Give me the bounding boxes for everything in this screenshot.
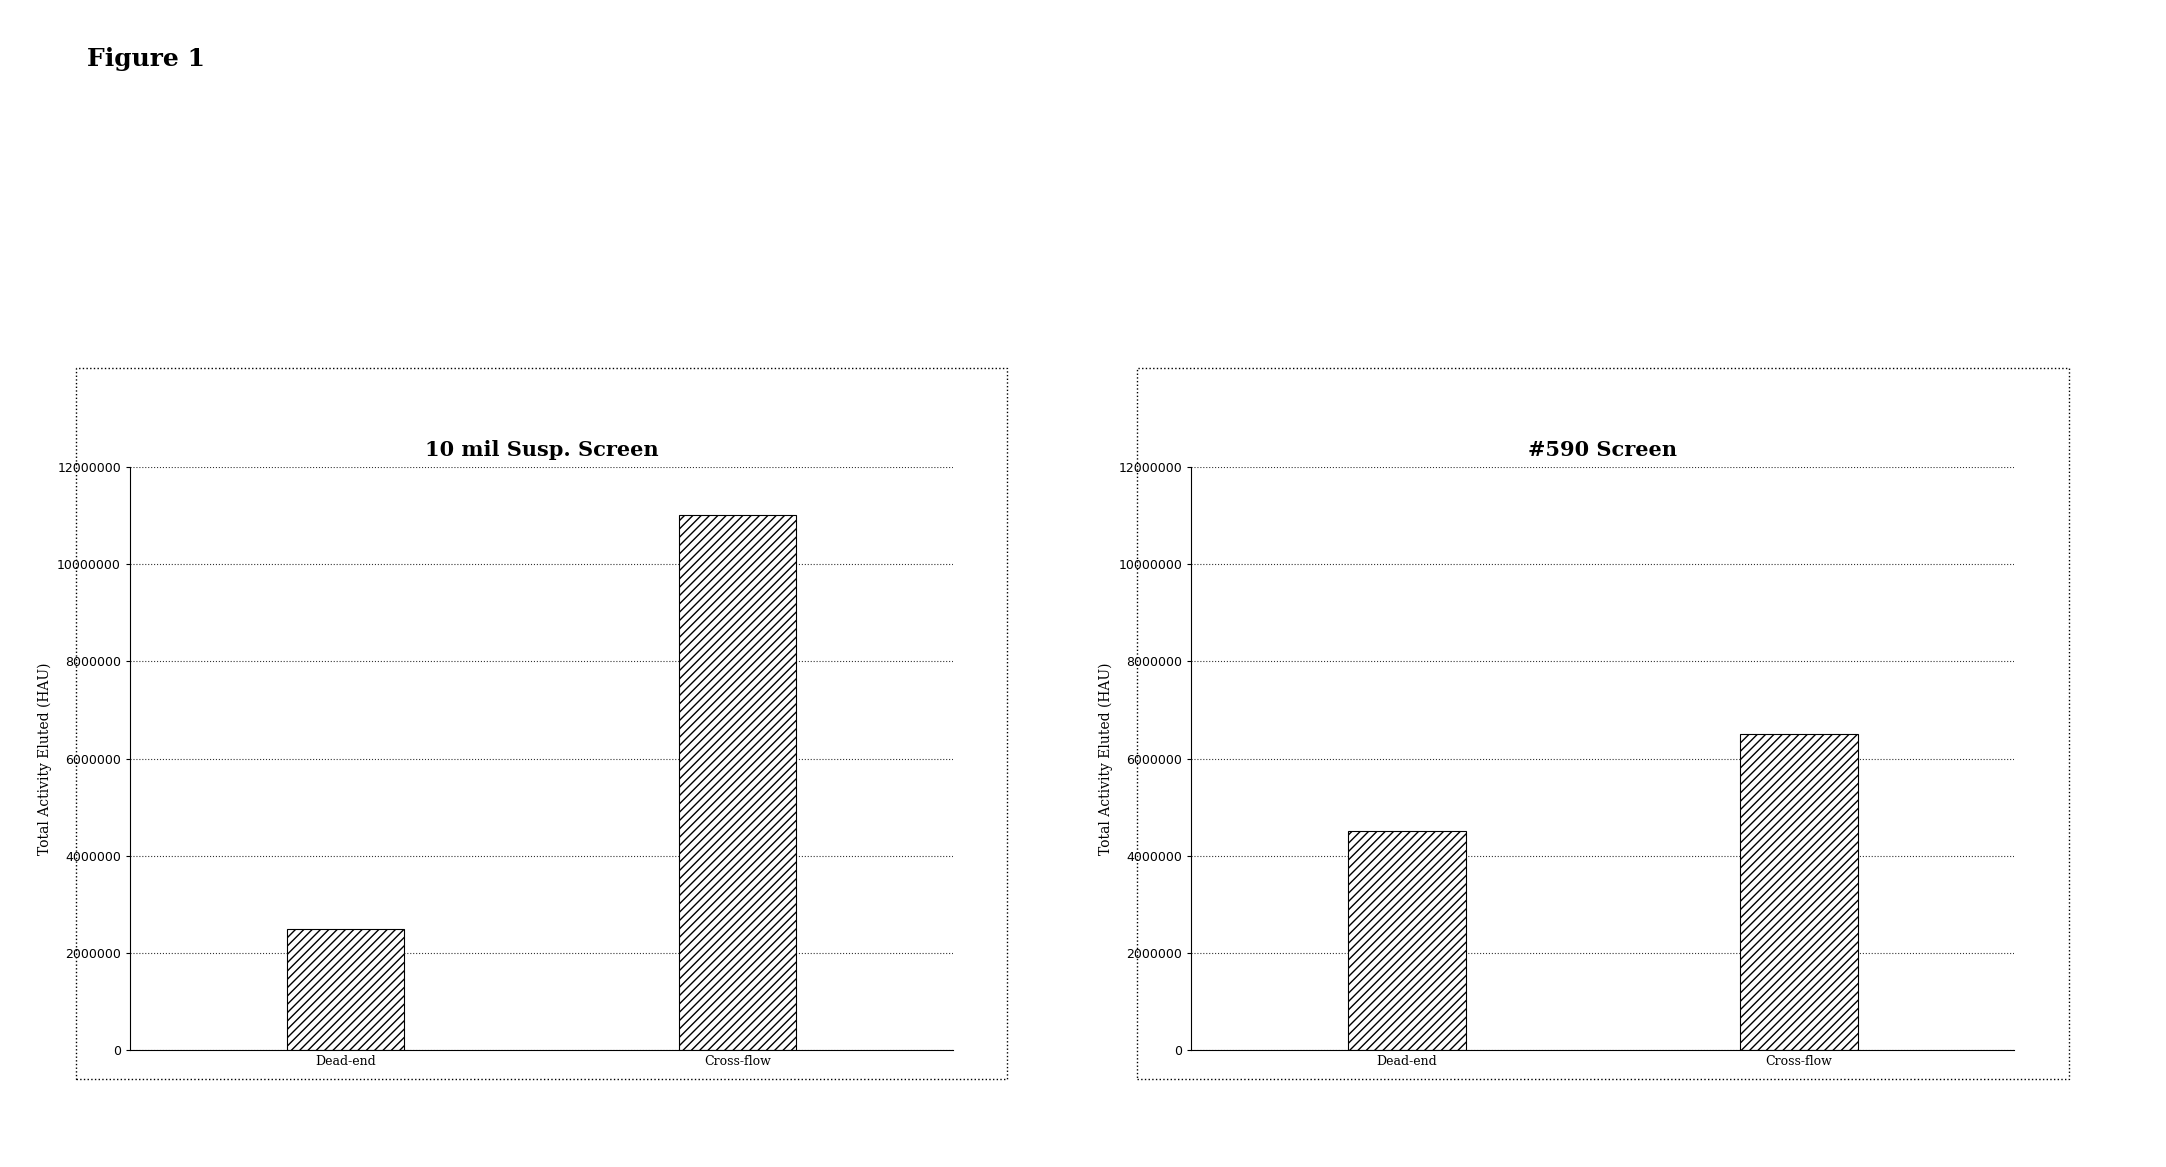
- Title: #590 Screen: #590 Screen: [1529, 440, 1676, 460]
- Y-axis label: Total Activity Eluted (HAU): Total Activity Eluted (HAU): [1098, 663, 1113, 854]
- Y-axis label: Total Activity Eluted (HAU): Total Activity Eluted (HAU): [37, 663, 52, 854]
- Bar: [678, 516, 797, 1050]
- Bar: [1347, 831, 1466, 1050]
- Title: 10 mil Susp. Screen: 10 mil Susp. Screen: [425, 440, 658, 460]
- Text: Figure 1: Figure 1: [87, 47, 204, 71]
- Bar: [286, 929, 405, 1050]
- Bar: [1739, 734, 1858, 1050]
